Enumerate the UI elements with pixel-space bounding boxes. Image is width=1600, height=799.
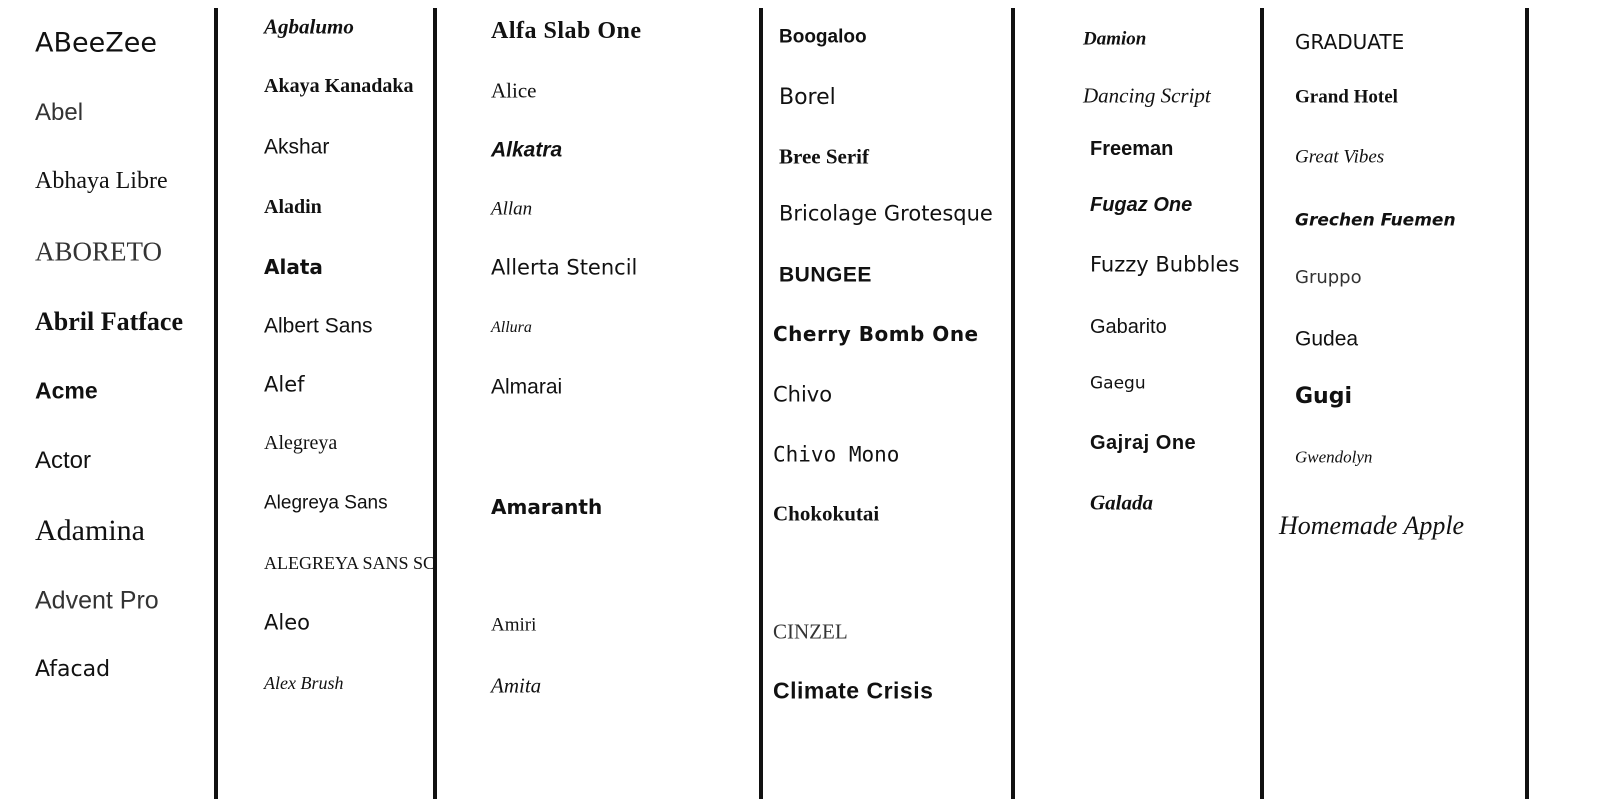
font-sample-fuzzy-bubbles: Fuzzy Bubbles	[1090, 252, 1240, 277]
font-sample-albert-sans: Albert Sans	[264, 314, 373, 338]
column-divider	[1011, 8, 1015, 799]
font-sample-allura: Allura	[491, 319, 532, 336]
font-sample-borel: Borel	[779, 85, 836, 110]
font-sample-acme: Acme	[35, 377, 98, 404]
font-sample-advent-pro: Advent Pro	[35, 586, 159, 615]
font-sample-cinzel: CINZEL	[773, 619, 848, 644]
font-sample-chokokutai: Chokokutai	[773, 501, 880, 526]
font-sample-alegreya-sans-sc: Alegreya Sans SC	[264, 553, 436, 573]
font-sample-gaegu: Gaegu	[1090, 373, 1146, 394]
font-sample-fugaz-one: Fugaz One	[1090, 194, 1193, 216]
font-sample-amita: Amita	[491, 673, 542, 698]
font-sample-gugi: Gugi	[1295, 384, 1353, 409]
column-divider	[1260, 8, 1264, 799]
font-sample-alegreya: Alegreya	[264, 432, 338, 454]
font-sample-alef: Alef	[264, 372, 305, 397]
font-sample-boogaloo: Boogaloo	[779, 26, 867, 48]
font-sample-gruppo: Gruppo	[1295, 267, 1362, 288]
font-sample-agbalumo: Agbalumo	[264, 14, 354, 39]
font-sample-alegreya-sans: Alegreya Sans	[264, 492, 388, 514]
font-sample-amiri: Amiri	[491, 614, 537, 636]
font-sample-dancing-script: Dancing Script	[1083, 83, 1211, 108]
font-sample-gwendolyn: Gwendolyn	[1295, 447, 1373, 467]
font-sample-chivo: Chivo	[773, 382, 833, 407]
font-sample-gudea: Gudea	[1295, 327, 1359, 351]
column-divider	[214, 8, 218, 799]
font-sample-cherry-bomb-one: Cherry Bomb One	[773, 322, 979, 346]
font-sample-great-vibes: Great Vibes	[1295, 146, 1385, 168]
font-sample-graduate: GRADUATE	[1295, 30, 1405, 54]
font-sample-abhaya-libre: Abhaya Libre	[35, 168, 168, 194]
font-sample-allan: Allan	[491, 198, 533, 220]
font-sample-grand-hotel: Grand Hotel	[1295, 86, 1398, 108]
font-sample-allerta-stencil: Allerta Stencil	[491, 255, 638, 280]
column-divider	[759, 8, 763, 799]
font-sample-alfa-slab-one: Alfa Slab One	[491, 18, 642, 44]
font-sample-bree-serif: Bree Serif	[779, 144, 869, 169]
font-sample-grechen-fuemen: Grechen Fuemen	[1295, 210, 1456, 231]
font-sample-gajraj-one: Gajraj One	[1090, 432, 1197, 454]
font-sample-afacad: Afacad	[35, 657, 111, 682]
font-sample-adamina: Adamina	[35, 514, 145, 547]
font-sample-aboreto: ABORETO	[35, 236, 163, 267]
font-sample-abel: Abel	[35, 99, 84, 126]
font-sample-alice: Alice	[491, 78, 537, 103]
font-sample-almarai: Almarai	[491, 375, 563, 399]
font-sample-gabarito: Gabarito	[1090, 316, 1167, 338]
font-sample-climate-crisis: Climate Crisis	[773, 677, 934, 704]
font-sample-homemade-apple: Homemade Apple	[1279, 511, 1465, 540]
font-sample-aladin: Aladin	[264, 196, 322, 218]
font-sample-chivo-mono: Chivo Mono	[773, 442, 900, 467]
column-divider	[433, 8, 437, 799]
font-sample-alex-brush: Alex Brush	[264, 673, 344, 693]
font-sample-akaya-kanadaka: Akaya Kanadaka	[264, 75, 414, 97]
font-sample-galada: Galada	[1090, 490, 1153, 515]
font-sample-aleo: Aleo	[264, 610, 310, 635]
font-sample-freeman: Freeman	[1090, 138, 1174, 160]
font-sample-abeezee: ABeeZee	[35, 27, 157, 59]
font-sample-actor: Actor	[35, 447, 92, 474]
font-sample-damion: Damion	[1083, 28, 1147, 50]
column-divider	[1525, 8, 1529, 799]
font-sample-akshar: Akshar	[264, 135, 330, 159]
font-sample-alata: Alata	[264, 255, 323, 279]
font-sample-bricolage-grotesque: Bricolage Grotesque	[779, 201, 993, 226]
font-sample-alkatra: Alkatra	[491, 138, 563, 162]
font-sample-amaranth: Amaranth	[491, 495, 603, 519]
font-sample-bungee: BUNGEE	[779, 263, 872, 287]
font-sample-abril-fatface: Abril Fatface	[35, 307, 184, 336]
